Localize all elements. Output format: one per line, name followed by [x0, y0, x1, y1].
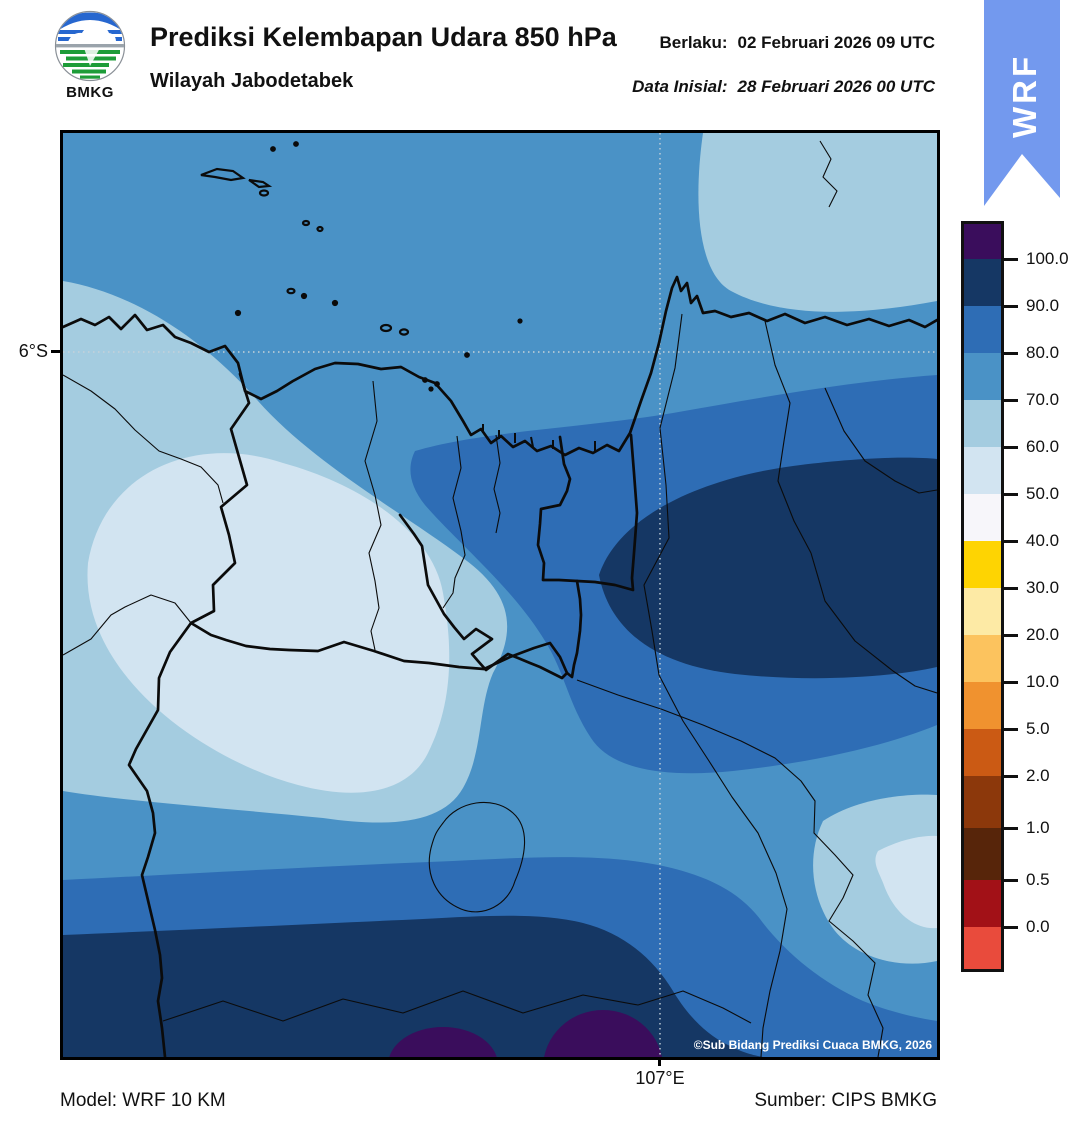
contour-100-south-west — [389, 1027, 497, 1057]
valid-time-line: Berlaku: 02 Februari 2026 09 UTC — [659, 33, 935, 53]
colorbar-segment — [964, 447, 1001, 494]
colorbar-tick-mark — [1004, 492, 1018, 496]
colorbar-tick-label: 50.0 — [1026, 484, 1060, 503]
wrf-ribbon-label: WRF — [1006, 54, 1043, 138]
lat-tick-label: 6°S — [18, 341, 48, 361]
map-frame: ©Sub Bidang Prediksi Cuaca BMKG, 2026 — [60, 130, 940, 1060]
colorbar-tick-mark — [1004, 727, 1018, 731]
bmkg-logo — [54, 10, 126, 82]
colorbar-tick-label: 0.0 — [1026, 917, 1050, 936]
colorbar-segment — [964, 682, 1001, 729]
colorbar-segment — [964, 353, 1001, 400]
colorbar-tick-label: 0.5 — [1026, 870, 1050, 889]
valid-time-label: Berlaku: — [659, 33, 728, 52]
colorbar-tick-label: 30.0 — [1026, 578, 1060, 597]
islands — [200, 141, 523, 392]
harbour-marks — [482, 424, 596, 451]
footer-model: Model: WRF 10 KM — [60, 1090, 226, 1111]
page-title: Prediksi Kelembapan Udara 850 hPa — [150, 22, 617, 52]
colorbar-tick-label: 80.0 — [1026, 343, 1060, 362]
colorbar-tick-label: 20.0 — [1026, 625, 1060, 644]
bmkg-logo-icon — [54, 10, 126, 82]
colorbar — [961, 221, 1004, 972]
colorbar-segment — [964, 541, 1001, 588]
colorbar-tick-label: 5.0 — [1026, 719, 1050, 738]
colorbar-segment — [964, 635, 1001, 682]
colorbar-segment — [964, 400, 1001, 447]
initial-data-line: Data Inisial: 28 Februari 2026 00 UTC — [632, 77, 935, 97]
logo-caption: BMKG — [66, 84, 114, 101]
contour-90-100-central — [599, 457, 937, 679]
colorbar-bar — [964, 224, 1001, 969]
colorbar-tick-label: 40.0 — [1026, 531, 1060, 550]
colorbar-tick-mark — [1004, 539, 1018, 543]
colorbar-tick-label: 2.0 — [1026, 766, 1050, 785]
colorbar-segment — [964, 494, 1001, 541]
colorbar-tick-mark — [1004, 826, 1018, 830]
colorbar-tick-mark — [1004, 257, 1018, 261]
colorbar-tick-label: 100.0 — [1026, 249, 1069, 268]
footer-source: Sumber: CIPS BMKG — [754, 1090, 937, 1111]
colorbar-tick-mark — [1004, 925, 1018, 929]
colorbar-segment — [964, 729, 1001, 776]
valid-time-value: 02 Februari 2026 09 UTC — [737, 33, 935, 52]
colorbar-tick-mark — [1004, 445, 1018, 449]
colorbar-segment — [964, 588, 1001, 635]
colorbar-tick-label: 90.0 — [1026, 296, 1060, 315]
contour-50-60-southeast — [875, 835, 937, 929]
colorbar-segment — [964, 927, 1001, 969]
colorbar-segment — [964, 306, 1001, 353]
colorbar-ticks: 100.0 90.0 80.0 70.0 60.0 50.0 40.0 30.0 20.0 10.… — [1004, 224, 1081, 975]
lat-tick-mark — [51, 350, 60, 353]
colorbar-tick-label: 10.0 — [1026, 672, 1060, 691]
colorbar-segment — [964, 224, 1001, 259]
colorbar-tick-mark — [1004, 680, 1018, 684]
colorbar-tick-mark — [1004, 304, 1018, 308]
contour-60-70-northeast — [698, 133, 937, 312]
colorbar-segment — [964, 828, 1001, 880]
map-watermark: ©Sub Bidang Prediksi Cuaca BMKG, 2026 — [693, 1038, 932, 1052]
page-subtitle: Wilayah Jabodetabek — [150, 70, 354, 92]
contour-60-70-southeast — [813, 794, 937, 964]
colorbar-tick-mark — [1004, 633, 1018, 637]
province-boundaries — [127, 372, 639, 1057]
colorbar-segment — [964, 259, 1001, 306]
initial-data-label: Data Inisial: — [632, 77, 728, 96]
colorbar-segment — [964, 880, 1001, 927]
colorbar-tick-label: 70.0 — [1026, 390, 1060, 409]
wrf-ribbon: WRF — [984, 0, 1060, 212]
colorbar-tick-mark — [1004, 398, 1018, 402]
colorbar-tick-mark — [1004, 878, 1018, 882]
colorbar-tick-mark — [1004, 351, 1018, 355]
colorbar-tick-mark — [1004, 774, 1018, 778]
colorbar-segment — [964, 776, 1001, 828]
lon-tick-label: 107°E — [635, 1068, 685, 1088]
lon-tick-mark — [658, 1057, 661, 1066]
colorbar-tick-mark — [1004, 586, 1018, 590]
colorbar-tick-label: 1.0 — [1026, 818, 1050, 837]
map-canvas — [63, 133, 937, 1057]
wrf-ribbon-icon: WRF — [984, 0, 1060, 206]
initial-data-value: 28 Februari 2026 00 UTC — [737, 77, 935, 96]
contour-50-60-west — [87, 453, 450, 793]
contour-100-south-center — [544, 1010, 662, 1057]
colorbar-tick-label: 60.0 — [1026, 437, 1060, 456]
admin-boundaries — [63, 140, 937, 1057]
coastline — [63, 275, 937, 457]
